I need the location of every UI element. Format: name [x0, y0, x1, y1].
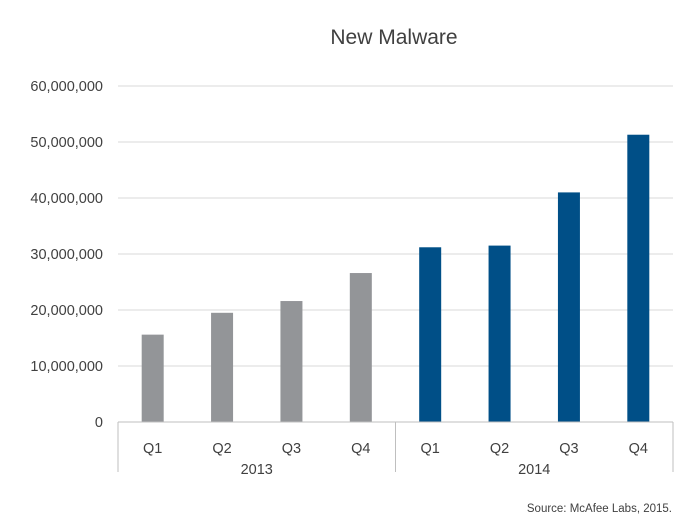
bar-2014-q3	[557, 192, 580, 422]
group-label-2014: 2014	[518, 462, 550, 478]
x-tick-label: Q3	[559, 441, 578, 457]
bar-2013-q3	[280, 301, 303, 422]
x-tick-label: Q3	[282, 441, 301, 457]
y-tick-label: 0	[95, 415, 103, 431]
x-tick-label: Q4	[629, 441, 648, 457]
x-tick-label: Q1	[143, 441, 162, 457]
x-tick-label: Q4	[351, 441, 370, 457]
x-tick-label: Q1	[421, 441, 440, 457]
chart-title: New Malware	[330, 26, 457, 49]
x-tick-label: Q2	[212, 441, 231, 457]
group-label-2013: 2013	[241, 462, 273, 478]
x-tick-label: Q2	[490, 441, 509, 457]
y-tick-label: 60,000,000	[30, 79, 103, 95]
source-note: Source: McAfee Labs, 2015.	[527, 503, 672, 515]
bar-2014-q4	[627, 134, 650, 422]
y-tick-label: 50,000,000	[30, 135, 103, 151]
y-tick-label: 20,000,000	[30, 303, 103, 319]
bar-2013-q4	[349, 273, 372, 422]
bar-2014-q2	[488, 245, 511, 422]
x-axis: Q1 Q2 Q3 Q4 2013 Q1 Q2 Q3 Q4 2014	[117, 421, 674, 478]
bar-2013-q2	[211, 312, 234, 422]
bars	[141, 134, 650, 422]
bar-2014-q1	[419, 247, 442, 422]
bar-2013-q1	[141, 334, 164, 422]
y-tick-label: 40,000,000	[30, 191, 103, 207]
y-tick-label: 10,000,000	[30, 359, 103, 375]
y-tick-label: 30,000,000	[30, 247, 103, 263]
y-axis: 0 10,000,000 20,000,000 30,000,000 40,000,00…	[30, 79, 103, 431]
gridlines	[118, 85, 673, 367]
